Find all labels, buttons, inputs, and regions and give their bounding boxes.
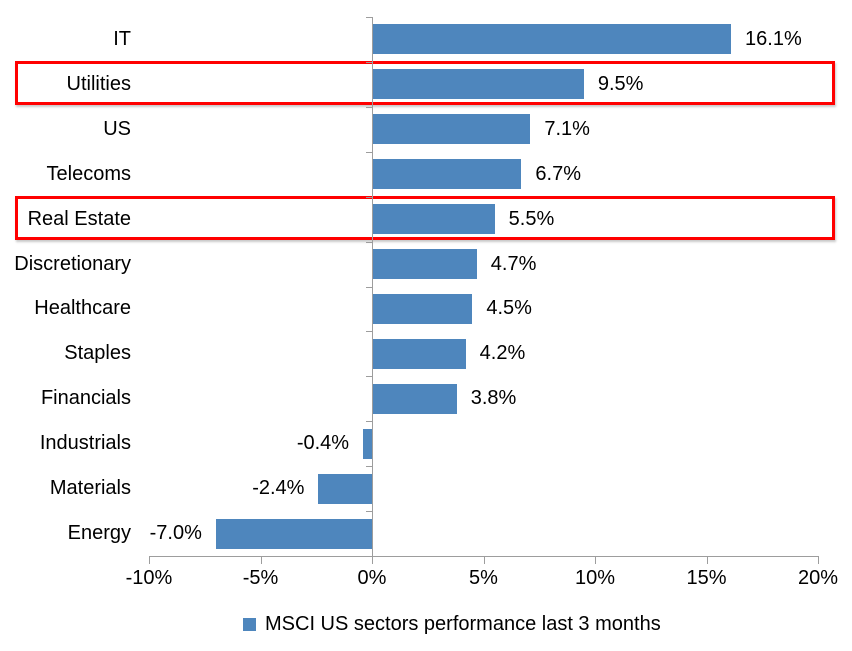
value-label-financials: 3.8% [470,387,517,410]
legend-marker-square [243,617,256,631]
legend: MSCI US sectors performance last 3 month… [243,610,661,638]
x-axis-tick [595,556,596,564]
x-tick-label-0: -10% [125,567,173,589]
y-axis-tick [366,511,372,513]
category-label-healthcare: Healthcare [34,297,131,320]
value-label-energy: -7.0% [149,522,202,545]
x-tick-label-1: -5% [242,567,279,589]
x-tick-label-5: 15% [686,567,727,589]
value-label-discretionary: 4.7% [490,252,537,275]
bar-real-estate [372,204,495,235]
category-label-energy: Energy [67,522,131,545]
x-axis-tick [149,556,150,564]
y-axis-tick [366,17,372,18]
category-label-us: US [103,117,131,140]
bar-telecoms [372,159,522,190]
value-label-real-estate: 5.5% [508,207,555,230]
y-axis-tick [366,466,372,468]
y-axis-tick [366,196,372,198]
value-label-healthcare: 4.5% [486,297,532,320]
bar-materials [318,473,372,504]
category-label-materials: Materials [49,477,131,500]
category-label-financials: Financials [40,387,131,410]
bar-energy [215,518,372,549]
x-tick-label-4: 10% [574,567,616,589]
x-axis-tick [372,556,373,564]
y-axis-tick [366,421,372,423]
x-axis-tick [260,556,262,564]
category-label-telecoms: Telecoms [46,162,131,185]
highlight-box-utilities [15,61,835,106]
bar-it [372,24,732,55]
bar-financials [372,383,457,414]
y-axis-tick [366,151,372,153]
value-label-industrials: -0.4% [296,432,350,455]
value-label-telecoms: 6.7% [535,162,581,185]
value-label-materials: -2.4% [252,477,305,500]
x-axis-tick [706,556,708,564]
y-axis-tick [366,331,372,333]
value-label-us: 7.1% [544,117,590,140]
x-axis-tick [483,556,485,564]
bar-healthcare [372,293,473,324]
highlight-box-real-estate [15,196,835,241]
value-label-utilities: 9.5% [597,72,644,95]
y-axis-tick [366,61,372,63]
legend-label: MSCI US sectors performance last 3 month… [265,612,661,635]
category-label-staples: Staples [64,342,131,365]
value-label-it: 16.1% [745,27,802,50]
y-axis-tick [366,106,372,108]
bar-industrials [363,428,372,459]
category-label-real-estate: Real Estate [27,207,131,230]
x-tick-label-6: 20% [797,567,839,589]
x-tick-label-3: 5% [469,567,498,589]
value-label-staples: 4.2% [479,342,526,365]
y-axis-tick [366,286,372,288]
category-label-industrials: Industrials [39,432,131,455]
x-axis-tick [818,556,819,564]
category-label-discretionary: Discretionary [14,252,131,275]
bar-discretionary [372,249,477,280]
category-label-utilities: Utilities [66,72,131,95]
y-axis-tick [366,241,372,243]
category-label-it: IT [113,27,131,50]
x-tick-label-2: 0% [357,567,387,589]
bar-us [372,114,531,145]
bar-utilities [372,69,584,100]
y-axis-tick [366,376,372,378]
y-axis-line [372,17,373,556]
bar-staples [372,338,466,369]
